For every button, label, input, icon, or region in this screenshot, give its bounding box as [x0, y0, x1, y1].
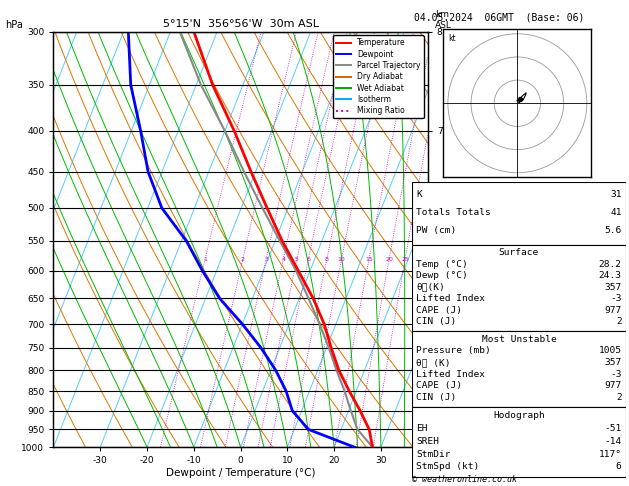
Text: hPa: hPa: [5, 19, 23, 30]
Text: kt: kt: [448, 34, 455, 43]
Text: © weatheronline.co.uk: © weatheronline.co.uk: [412, 474, 517, 484]
Bar: [412, 407, 626, 477]
Text: 5.6: 5.6: [604, 226, 621, 235]
Text: 5: 5: [295, 257, 299, 261]
Text: 31: 31: [610, 190, 621, 199]
Text: -14: -14: [604, 437, 621, 446]
X-axis label: Dewpoint / Temperature (°C): Dewpoint / Temperature (°C): [166, 468, 315, 478]
Bar: [412, 182, 626, 244]
Text: -3: -3: [610, 294, 621, 303]
Text: 6: 6: [306, 257, 310, 261]
Text: Pressure (mb): Pressure (mb): [416, 347, 491, 355]
Text: Most Unstable: Most Unstable: [482, 335, 556, 344]
Text: Lifted Index: Lifted Index: [416, 294, 485, 303]
Text: 8: 8: [325, 257, 329, 261]
Text: CIN (J): CIN (J): [416, 317, 457, 327]
Text: K: K: [416, 190, 422, 199]
Text: Surface: Surface: [499, 248, 539, 257]
Text: 2: 2: [616, 317, 621, 327]
Text: Totals Totals: Totals Totals: [416, 208, 491, 217]
Text: CAPE (J): CAPE (J): [416, 382, 462, 390]
Text: 3: 3: [264, 257, 268, 261]
Text: 1005: 1005: [599, 347, 621, 355]
Text: SREH: SREH: [416, 437, 439, 446]
Text: 117°: 117°: [599, 450, 621, 458]
Title: 5°15'N  356°56'W  30m ASL: 5°15'N 356°56'W 30m ASL: [162, 19, 319, 30]
Text: LCL: LCL: [411, 426, 426, 434]
Text: 15: 15: [365, 257, 373, 261]
Text: 2: 2: [241, 257, 245, 261]
Text: 357: 357: [604, 283, 621, 292]
Text: CIN (J): CIN (J): [416, 393, 457, 402]
Bar: [412, 244, 626, 331]
Text: 10: 10: [338, 257, 345, 261]
Text: EH: EH: [416, 424, 428, 433]
Text: 357: 357: [604, 358, 621, 367]
Bar: [412, 331, 626, 407]
Text: StmSpd (kt): StmSpd (kt): [416, 462, 479, 471]
Text: 977: 977: [604, 306, 621, 315]
Text: Temp (°C): Temp (°C): [416, 260, 468, 269]
Legend: Temperature, Dewpoint, Parcel Trajectory, Dry Adiabat, Wet Adiabat, Isotherm, Mi: Temperature, Dewpoint, Parcel Trajectory…: [333, 35, 424, 118]
Text: km
ASL: km ASL: [435, 10, 452, 30]
Point: [515, 95, 525, 103]
Text: 04.05.2024  06GMT  (Base: 06): 04.05.2024 06GMT (Base: 06): [414, 12, 584, 22]
Text: 25: 25: [401, 257, 409, 261]
Text: 6: 6: [616, 462, 621, 471]
Text: 977: 977: [604, 382, 621, 390]
Text: StmDir: StmDir: [416, 450, 451, 458]
Text: 24.3: 24.3: [599, 271, 621, 280]
Text: 41: 41: [610, 208, 621, 217]
Text: Dewp (°C): Dewp (°C): [416, 271, 468, 280]
Text: Hodograph: Hodograph: [493, 412, 545, 420]
Y-axis label: Mixing Ratio (g/kg): Mixing Ratio (g/kg): [481, 196, 491, 282]
Text: CAPE (J): CAPE (J): [416, 306, 462, 315]
Text: 28.2: 28.2: [599, 260, 621, 269]
Text: -3: -3: [610, 370, 621, 379]
Text: PW (cm): PW (cm): [416, 226, 457, 235]
Text: θᴇ (K): θᴇ (K): [416, 358, 451, 367]
Text: θᴇ(K): θᴇ(K): [416, 283, 445, 292]
Text: 20: 20: [385, 257, 393, 261]
Text: 4: 4: [281, 257, 286, 261]
Text: 1: 1: [203, 257, 207, 261]
Text: Lifted Index: Lifted Index: [416, 370, 485, 379]
Text: 2: 2: [616, 393, 621, 402]
Text: -51: -51: [604, 424, 621, 433]
